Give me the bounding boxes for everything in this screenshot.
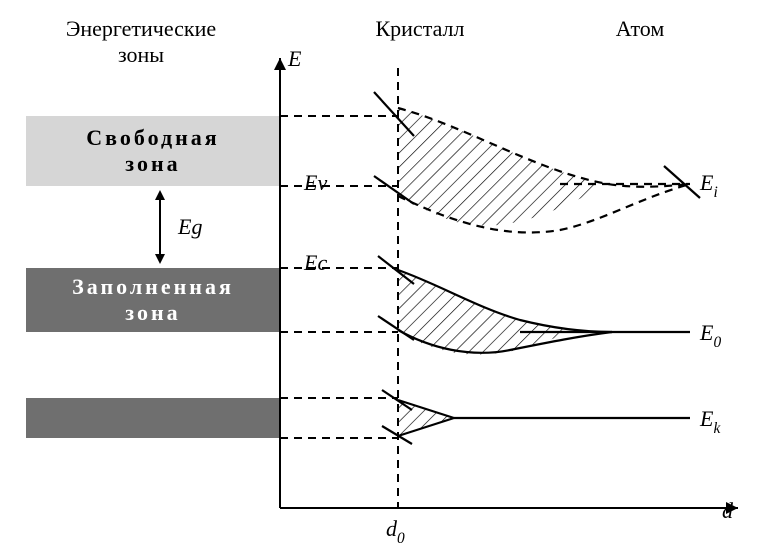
- diagram-svg: [0, 0, 760, 555]
- energy-band-diagram: Энергетические зоны Кристалл Атом Свобод…: [0, 0, 760, 555]
